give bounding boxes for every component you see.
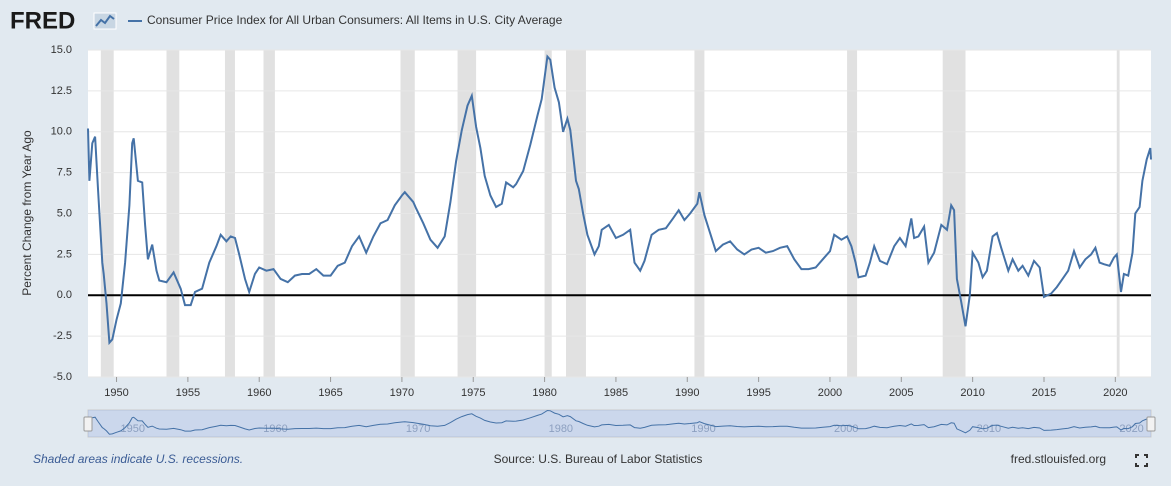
y-tick-label: 5.0 [57,207,72,219]
y-tick-label: 10.0 [51,126,72,138]
y-tick-label: 15.0 [51,44,72,56]
legend-label: Consumer Price Index for All Urban Consu… [147,13,563,27]
y-tick-label: 0.0 [57,289,72,301]
logo-icon [93,12,117,30]
navigator-tick-label: 1970 [406,423,430,435]
source: Source: U.S. Bureau of Labor Statistics [494,452,703,466]
navigator-tick-label: 2020 [1119,423,1143,435]
y-tick-label: 2.5 [57,248,72,260]
navigator-mask [88,410,1151,437]
site: fred.stlouisfed.org [1011,452,1106,466]
series-line [87,54,1152,346]
recession-note: Shaded areas indicate U.S. recessions. [33,452,243,466]
x-tick-label: 1995 [746,387,770,399]
navigator-handle[interactable] [1146,416,1156,432]
y-axis-label: Percent Change from Year Ago [20,130,34,296]
x-tick-label: 1985 [604,387,628,399]
y-tick-label: -2.5 [53,330,72,342]
navigator-tick-label: 2010 [977,423,1001,435]
fullscreen-icon[interactable] [1135,454,1148,467]
x-tick-label: 2010 [960,387,984,399]
x-tick-label: 1960 [247,387,271,399]
y-tick-label: 12.5 [51,85,72,97]
navigator-tick-label: 2000 [834,423,858,435]
x-tick-label: 1970 [390,387,414,399]
navigator-line [87,409,1152,435]
y-tick-label: -5.0 [53,371,72,383]
x-tick-label: 1980 [532,387,556,399]
x-tick-label: 2015 [1032,387,1056,399]
x-tick-label: 1955 [176,387,200,399]
logo: FRED [10,7,75,34]
x-tick-label: 1965 [318,387,342,399]
x-tick-label: 2005 [889,387,913,399]
x-tick-label: 2020 [1103,387,1127,399]
x-tick-label: 1990 [675,387,699,399]
navigator-tick-label: 1960 [263,423,287,435]
navigator-tick-label: 1980 [549,423,573,435]
x-tick-label: 1950 [104,387,128,399]
navigator-tick-label: 1990 [691,423,715,435]
x-tick-label: 2000 [818,387,842,399]
x-tick-label: 1975 [461,387,485,399]
y-tick-label: 7.5 [57,167,72,179]
navigator-handle[interactable] [83,416,93,432]
